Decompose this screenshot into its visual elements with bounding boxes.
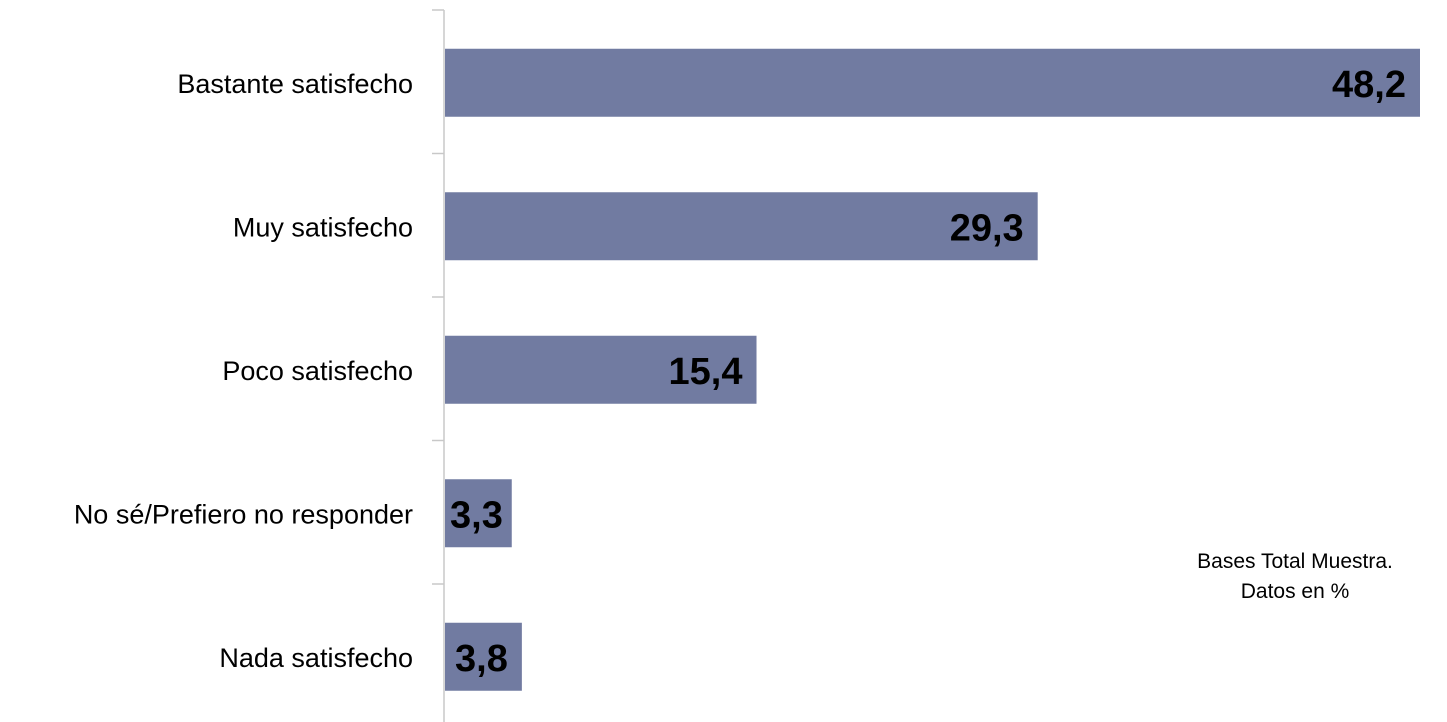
- note-base-text: Bases Total Muestra.: [1197, 550, 1393, 573]
- category-label: Nada satisfecho: [219, 643, 413, 673]
- bar: [445, 479, 512, 548]
- category-label: Poco satisfecho: [222, 356, 413, 386]
- category-label: Muy satisfecho: [233, 212, 413, 242]
- bar: [445, 192, 1038, 261]
- bar: [445, 622, 522, 691]
- value-label: 15,4: [669, 351, 743, 393]
- bar: [445, 335, 757, 404]
- value-label: 48,2: [1332, 64, 1406, 106]
- note-units-text: Datos en %: [1240, 580, 1350, 603]
- value-label: 3,3: [450, 494, 503, 536]
- bars: [445, 48, 1420, 691]
- labels: Bastante satisfecho 48,2 Muy satisfecho 29,…: [74, 64, 1406, 680]
- value-label: 29,3: [950, 207, 1024, 249]
- chart-note: Bases Total Muestra. Datos en %: [1180, 547, 1410, 607]
- category-label: Bastante satisfecho: [177, 69, 413, 99]
- category-label: No sé/Prefiero no responder: [74, 499, 413, 529]
- category-axis: [432, 9, 445, 722]
- value-label: 3,8: [455, 638, 508, 680]
- bar: [445, 48, 1420, 117]
